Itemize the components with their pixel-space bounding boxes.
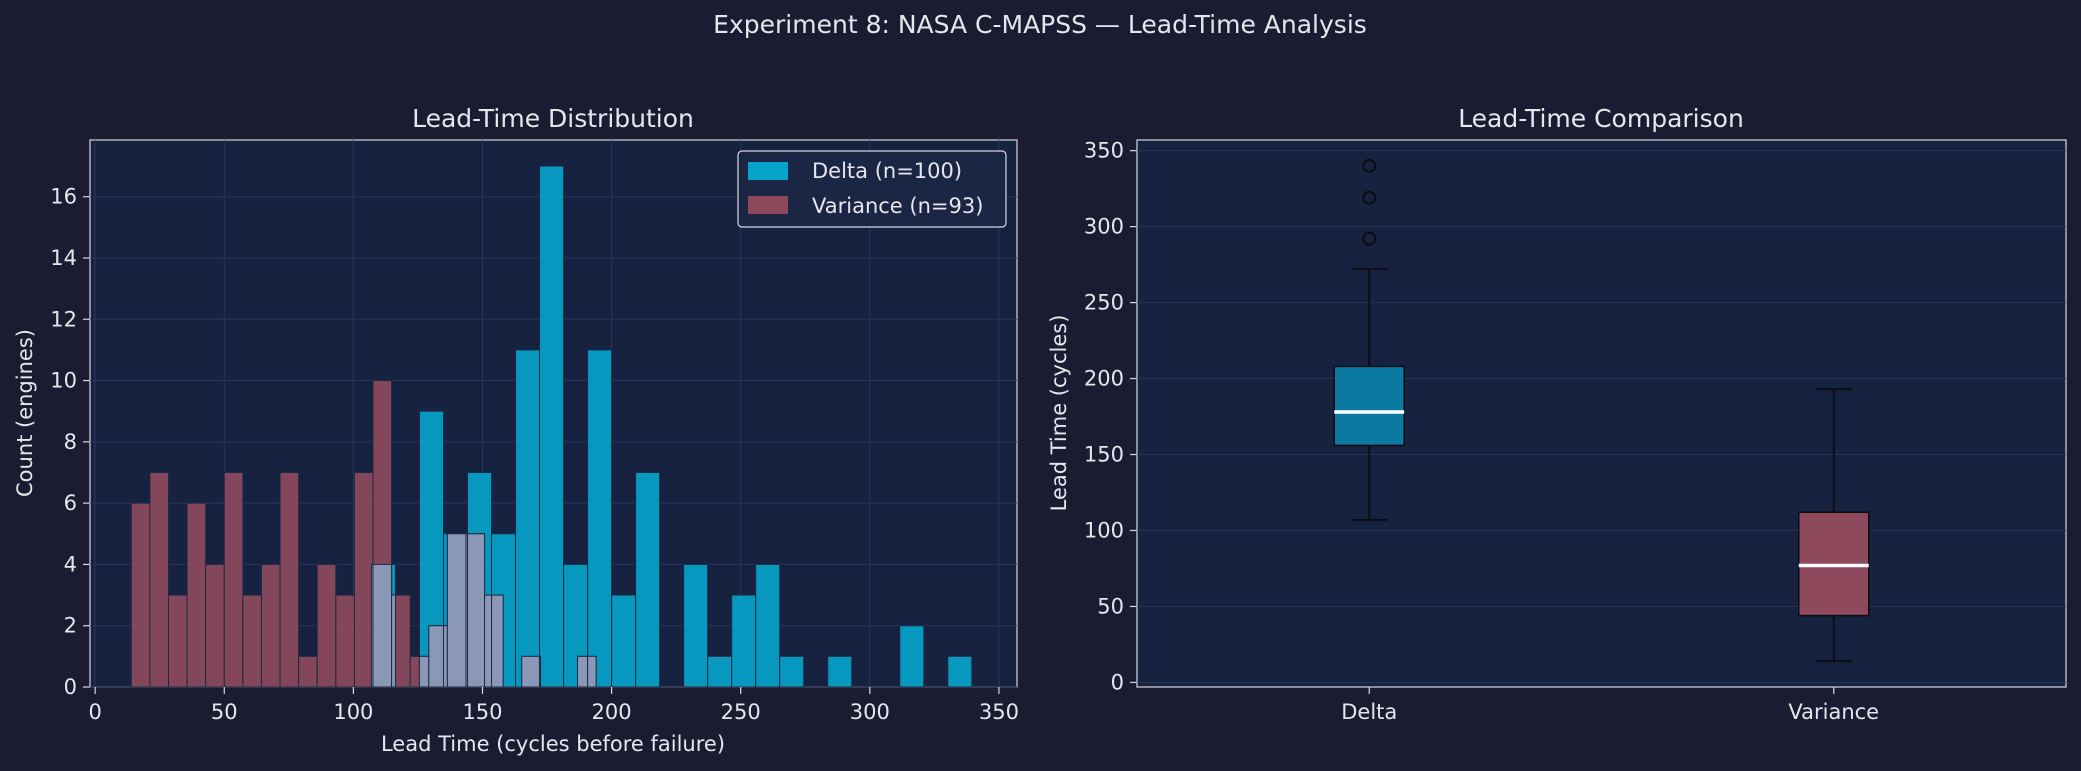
figure-title: Experiment 8: NASA C-MAPSS — Lead-Time A… <box>713 10 1367 39</box>
bar-overlap <box>587 655 597 688</box>
x-tick-label: 50 <box>211 700 238 724</box>
histogram-panel: 0 50 100 150 200 250 300 350 0 2 4 6 8 10 12 14 16 Lead… <box>13 104 1019 756</box>
bar-variance <box>149 471 169 688</box>
bar-variance <box>298 655 318 688</box>
histogram-title: Lead-Time Distribution <box>412 104 694 133</box>
x-tick-label-variance: Variance <box>1788 700 1879 724</box>
bar-delta <box>587 349 613 688</box>
outlier-delta <box>1362 190 1377 205</box>
y-tick-label: 250 <box>1084 291 1124 315</box>
bar-delta <box>539 165 565 688</box>
histogram-x-ticks: 0 50 100 150 200 250 300 350 <box>88 687 1019 724</box>
legend-swatch-variance <box>748 196 788 214</box>
histogram-y-label: Count (engines) <box>13 329 37 497</box>
y-tick-label: 8 <box>64 430 77 454</box>
bar-overlap <box>372 563 393 688</box>
bar-variance <box>223 471 244 688</box>
bar-delta <box>707 655 733 688</box>
bar-overlap <box>467 533 486 688</box>
bar-overlap <box>428 625 444 688</box>
y-tick-label: 50 <box>1097 594 1124 618</box>
histogram-legend: Delta (n=100) Variance (n=93) <box>737 150 1007 228</box>
y-tick-label: 6 <box>64 491 77 515</box>
bar-overlap <box>491 594 504 688</box>
bar-variance <box>335 594 355 688</box>
outlier-delta <box>1362 158 1377 173</box>
x-tick-label: 150 <box>462 700 502 724</box>
bar-variance <box>130 502 151 688</box>
y-tick-label: 0 <box>1111 670 1124 694</box>
legend-frame <box>737 150 1007 228</box>
box-delta <box>1333 365 1405 447</box>
x-tick-label: 0 <box>88 700 101 724</box>
y-tick-label: 100 <box>1084 518 1124 542</box>
y-tick-label: 12 <box>50 307 77 331</box>
y-tick-label: 200 <box>1084 367 1124 391</box>
y-tick-label: 4 <box>64 552 77 576</box>
y-tick-label: 150 <box>1084 443 1124 467</box>
x-tick-label: 200 <box>592 700 632 724</box>
boxplot-boxes: Delta Variance <box>1333 158 1879 724</box>
bar-variance <box>260 563 281 688</box>
bar-variance <box>186 502 207 688</box>
legend-label-variance: Variance (n=93) <box>812 194 983 218</box>
bar-overlap <box>418 655 430 688</box>
bar-delta <box>779 655 805 688</box>
bar-variance <box>279 471 300 688</box>
bar-overlap <box>539 655 541 688</box>
bar-delta <box>731 594 757 688</box>
y-tick-label: 300 <box>1084 215 1124 239</box>
bar-delta <box>683 563 709 688</box>
bar-delta <box>515 349 541 688</box>
bar-delta <box>947 655 973 688</box>
y-tick-label: 14 <box>50 246 77 270</box>
y-tick-label: 0 <box>64 675 77 699</box>
y-tick-label: 2 <box>64 614 77 638</box>
bar-overlap <box>577 655 589 688</box>
y-tick-label: 16 <box>50 185 77 209</box>
histogram-x-label: Lead Time (cycles before failure) <box>381 732 725 756</box>
bar-delta <box>755 563 781 688</box>
y-tick-label: 350 <box>1084 139 1124 163</box>
histogram-y-ticks: 0 2 4 6 8 10 12 14 16 <box>50 185 90 699</box>
x-tick-label: 300 <box>850 700 890 724</box>
x-tick-label: 350 <box>979 700 1019 724</box>
bar-overlap <box>446 533 467 688</box>
boxplot-title: Lead-Time Comparison <box>1458 104 1744 133</box>
boxplot-y-ticks: 0 50 100 150 200 250 300 350 <box>1084 139 1137 694</box>
bar-variance <box>167 594 188 688</box>
bar-variance <box>316 563 337 688</box>
legend-swatch-delta <box>748 162 788 180</box>
x-tick-label: 100 <box>333 700 373 724</box>
bar-variance <box>205 563 225 688</box>
bar-overlap <box>391 594 396 688</box>
bar-overlap <box>442 625 448 688</box>
bar-delta <box>827 655 853 688</box>
boxplot-plot-area <box>1136 139 2067 688</box>
outlier-delta <box>1362 231 1377 246</box>
bar-delta <box>899 625 925 688</box>
x-tick-label: 250 <box>721 700 761 724</box>
boxplot-grid <box>1137 150 2066 683</box>
bar-variance <box>242 594 262 688</box>
boxplot-panel: 0 50 100 150 200 250 300 350 Delta Variance Lead… <box>1047 104 2067 724</box>
boxplot-y-label: Lead Time (cycles) <box>1047 315 1071 512</box>
x-tick-label-delta: Delta <box>1341 700 1397 724</box>
bar-variance <box>353 471 374 688</box>
bar-overlap <box>521 655 541 688</box>
bar-delta <box>635 471 661 688</box>
histogram-bars <box>130 165 973 688</box>
bar-overlap <box>484 594 493 688</box>
y-tick-label: 10 <box>50 369 77 393</box>
bar-delta <box>611 594 637 688</box>
legend-label-delta: Delta (n=100) <box>812 159 962 183</box>
